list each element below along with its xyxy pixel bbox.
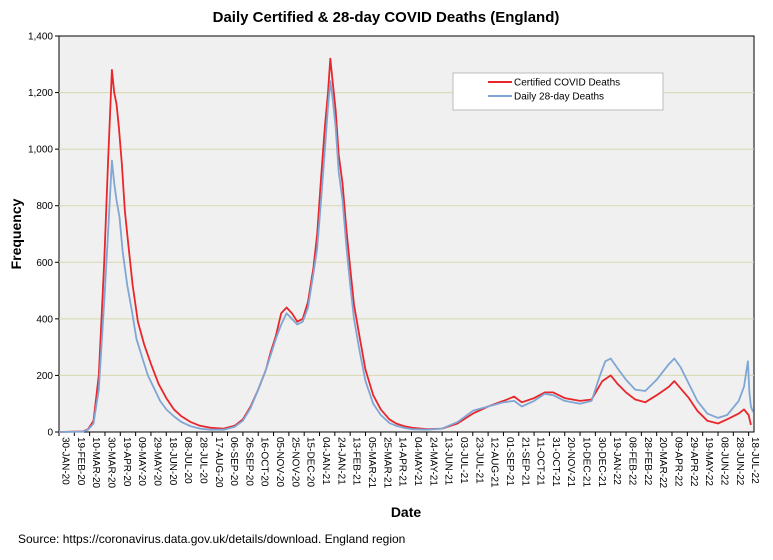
x-tick-label: 19-FEB-20 (75, 437, 86, 486)
x-tick-label: 09-MAY-20 (136, 437, 147, 486)
x-tick-label: 30-JAN-20 (60, 437, 71, 485)
x-tick-label: 23-JUL-21 (473, 437, 484, 484)
x-tick-label: 28-JUL-20 (197, 437, 208, 484)
x-tick-label: 13-JUN-21 (443, 437, 454, 486)
x-tick-label: 06-SEP-20 (228, 437, 239, 486)
y-tick-label: 0 (47, 428, 53, 439)
x-tick-label: 08-JUN-22 (718, 437, 729, 486)
y-tick-label: 1,400 (28, 32, 53, 43)
legend: Certified COVID Deaths Daily 28-day Deat… (452, 72, 664, 111)
x-tick-label: 25-MAR-21 (381, 437, 392, 489)
chart-title: Daily Certified & 28-day COVID Deaths (E… (213, 9, 560, 26)
x-tick-label: 18-JUN-20 (167, 437, 178, 486)
x-tick-label: 19-APR-20 (121, 437, 132, 487)
x-tick-label: 19-MAY-22 (703, 437, 714, 486)
x-tick-label: 17-AUG-20 (213, 437, 224, 488)
x-tick-label: 09-APR-22 (673, 437, 684, 487)
x-tick-label: 08-FEB-22 (627, 437, 638, 486)
x-tick-label: 30-DEC-21 (596, 437, 607, 487)
x-tick-label: 13-FEB-21 (351, 437, 362, 486)
x-tick-label: 05-MAR-21 (366, 437, 377, 489)
x-tick-label: 24-JAN-21 (335, 437, 346, 485)
x-tick-label: 25-NOV-20 (289, 437, 300, 487)
legend-label-28day: Daily 28-day Deaths (514, 92, 604, 103)
x-tick-label: 24-MAY-21 (427, 437, 438, 486)
y-tick-label: 200 (36, 371, 53, 382)
x-tick-label: 14-APR-21 (397, 437, 408, 487)
x-tick-label: 20-MAR-22 (657, 437, 668, 489)
x-tick-label: 29-MAY-20 (151, 437, 162, 486)
y-tick-label: 400 (36, 314, 53, 325)
x-tick-label: 04-MAY-21 (412, 437, 423, 486)
y-tick-label: 800 (36, 201, 53, 212)
x-tick-label: 31-OCT-21 (550, 437, 561, 487)
legend-box (452, 72, 664, 111)
x-tick-label: 15-DEC-20 (305, 437, 316, 487)
x-tick-label: 08-JUL-20 (182, 437, 193, 484)
x-tick-label: 10-MAR-20 (90, 437, 101, 489)
x-tick-label: 04-JAN-21 (320, 437, 331, 485)
x-tick-label: 12-AUG-21 (489, 437, 500, 488)
y-tick-label: 1,200 (28, 88, 53, 99)
series-line-0 (58, 57, 752, 433)
x-tick-label: 10-DEC-21 (581, 437, 592, 487)
x-tick-label: 21-SEP-21 (519, 437, 530, 486)
x-tick-label: 26-SEP-20 (243, 437, 254, 486)
x-tick-label: 29-APR-22 (688, 437, 699, 487)
y-axis: 0 200 400 600 800 1,000 1,200 1,400 (28, 32, 59, 439)
y-axis-title: Frequency (8, 198, 24, 269)
x-axis: 30-JAN-20 19-FEB-20 10-MAR-20 30-MAR-20 19-A… (58, 432, 760, 489)
x-tick-label: 30-MAR-20 (105, 437, 116, 489)
x-tick-label: 16-OCT-20 (259, 437, 270, 487)
x-tick-label: 18-JUL-22 (749, 437, 760, 484)
legend-label-certified: Certified COVID Deaths (514, 78, 620, 89)
x-tick-label: 05-NOV-20 (274, 437, 285, 487)
x-tick-label: 11-OCT-21 (535, 437, 546, 486)
x-tick-label: 28-JUN-22 (734, 437, 745, 486)
x-tick-label: 19-JAN-22 (611, 437, 622, 485)
series-line-1 (58, 80, 755, 433)
series-lines (58, 57, 755, 433)
x-axis-title: Date (391, 504, 422, 520)
source-note: Source: https://coronavirus.data.gov.uk/… (18, 532, 405, 546)
x-tick-label: 28-FEB-22 (642, 437, 653, 486)
y-tick-label: 1,000 (28, 145, 53, 156)
x-tick-label: 01-SEP-21 (504, 437, 515, 486)
y-tick-label: 600 (36, 258, 53, 269)
x-tick-label: 03-JUL-21 (458, 437, 469, 484)
x-tick-label: 20-NOV-21 (565, 437, 576, 487)
